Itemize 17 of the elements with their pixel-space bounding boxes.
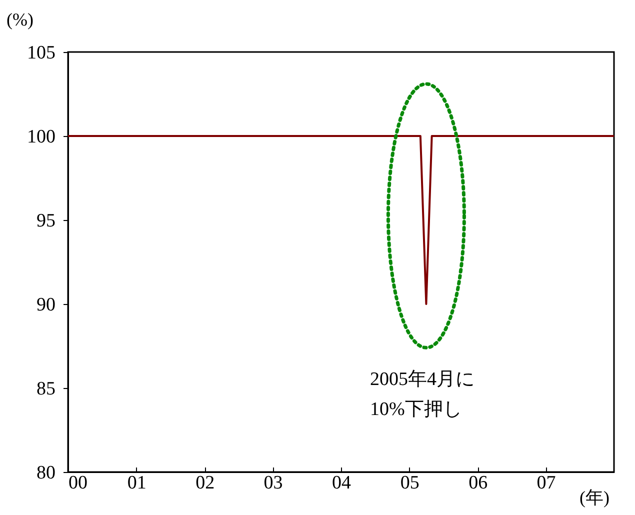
x-tick-label: 03	[264, 472, 283, 494]
x-tick-label: 01	[127, 472, 146, 494]
y-tick-label: 80	[36, 462, 56, 484]
annotation: 2005年4月に 10%下押し	[370, 369, 474, 420]
y-tick-label: 105	[27, 42, 56, 64]
x-tick-label: 00	[68, 472, 88, 494]
x-tick-label: 02	[196, 472, 215, 494]
x-tick-label: 04	[332, 472, 352, 494]
x-tick-label: 06	[468, 472, 488, 494]
x-tick-label: 05	[400, 472, 420, 494]
x-axis-title: (年)	[580, 488, 610, 508]
y-tick-label: 95	[36, 210, 56, 232]
y-axis-title: (%)	[6, 10, 34, 30]
y-tick-label: 85	[36, 378, 56, 400]
y-tick-label: 100	[27, 126, 56, 148]
x-tick-label: 07	[536, 472, 556, 494]
y-tick-label: 90	[36, 294, 56, 316]
